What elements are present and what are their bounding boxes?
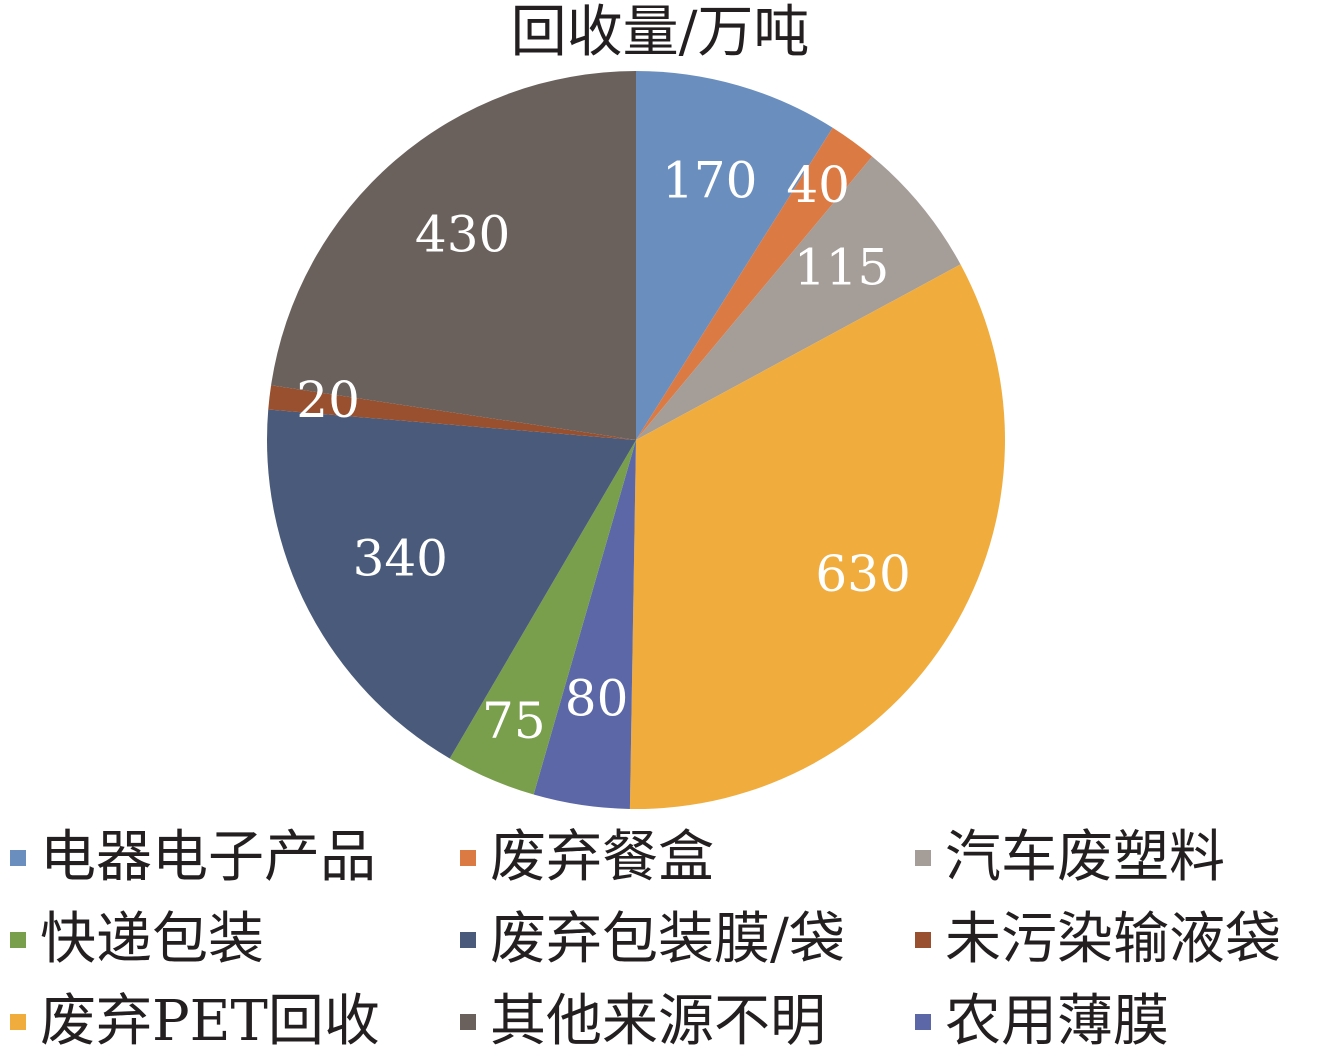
pie-slice: [271, 71, 636, 440]
pie-slice: [629, 264, 1005, 810]
pie-slice: [636, 71, 833, 440]
legend-swatch: [460, 850, 476, 866]
legend-item: 废弃包装膜/袋: [460, 900, 845, 980]
legend-label: 快递包装: [40, 907, 264, 972]
legend-swatch: [915, 932, 931, 948]
legend-item: 未污染输液袋: [915, 900, 1281, 980]
legend-swatch: [10, 850, 26, 866]
data-label: 80: [565, 670, 629, 728]
legend-label: 废弃包装膜/袋: [490, 907, 845, 972]
data-label: 40: [786, 156, 850, 214]
legend-swatch: [460, 1014, 476, 1030]
legend-swatch: [915, 1014, 931, 1030]
legend-swatch: [10, 932, 26, 948]
pie-slice: [636, 127, 873, 440]
legend-label: 电器电子产品: [40, 825, 376, 890]
data-label: 340: [353, 530, 448, 588]
legend-item: 农用薄膜: [915, 982, 1169, 1062]
data-label: 75: [482, 692, 546, 750]
pie-slice: [533, 440, 636, 809]
legend-item: 废弃餐盒: [460, 818, 714, 898]
legend-label: 农用薄膜: [945, 989, 1169, 1054]
legend-item: 汽车废塑料: [915, 818, 1225, 898]
legend-item: 其他来源不明: [460, 982, 826, 1062]
pie-slice: [449, 440, 636, 795]
legend-label: 废弃餐盒: [490, 825, 714, 890]
chart-legend: 电器电子产品 废弃餐盒 汽车废塑料快递包装 废弃包装膜/袋 未污染输液袋废弃PET回收 其…: [0, 810, 1320, 1055]
legend-label: 汽车废塑料: [945, 825, 1225, 890]
legend-item: 快递包装: [10, 900, 264, 980]
legend-swatch: [915, 850, 931, 866]
pie-chart: 170 40 115 630 80 75 340 20 430: [266, 71, 1005, 810]
data-label: 170: [662, 152, 757, 210]
data-label: 115: [794, 239, 889, 297]
legend-label: 未污染输液袋: [945, 907, 1281, 972]
legend-label: 废弃PET回收: [40, 989, 380, 1054]
pie-slice: [636, 156, 961, 440]
legend-item: 废弃PET回收: [10, 982, 380, 1062]
legend-swatch: [460, 932, 476, 948]
chart-title: 回收量/万吨: [510, 0, 810, 65]
legend-label: 其他来源不明: [490, 989, 826, 1054]
legend-swatch: [10, 1014, 26, 1030]
pie-slice: [266, 409, 636, 759]
pie-slice: [268, 385, 636, 440]
data-label: 430: [415, 206, 510, 264]
data-label: 630: [815, 545, 910, 603]
data-label: 20: [296, 371, 360, 429]
legend-item: 电器电子产品: [10, 818, 376, 898]
